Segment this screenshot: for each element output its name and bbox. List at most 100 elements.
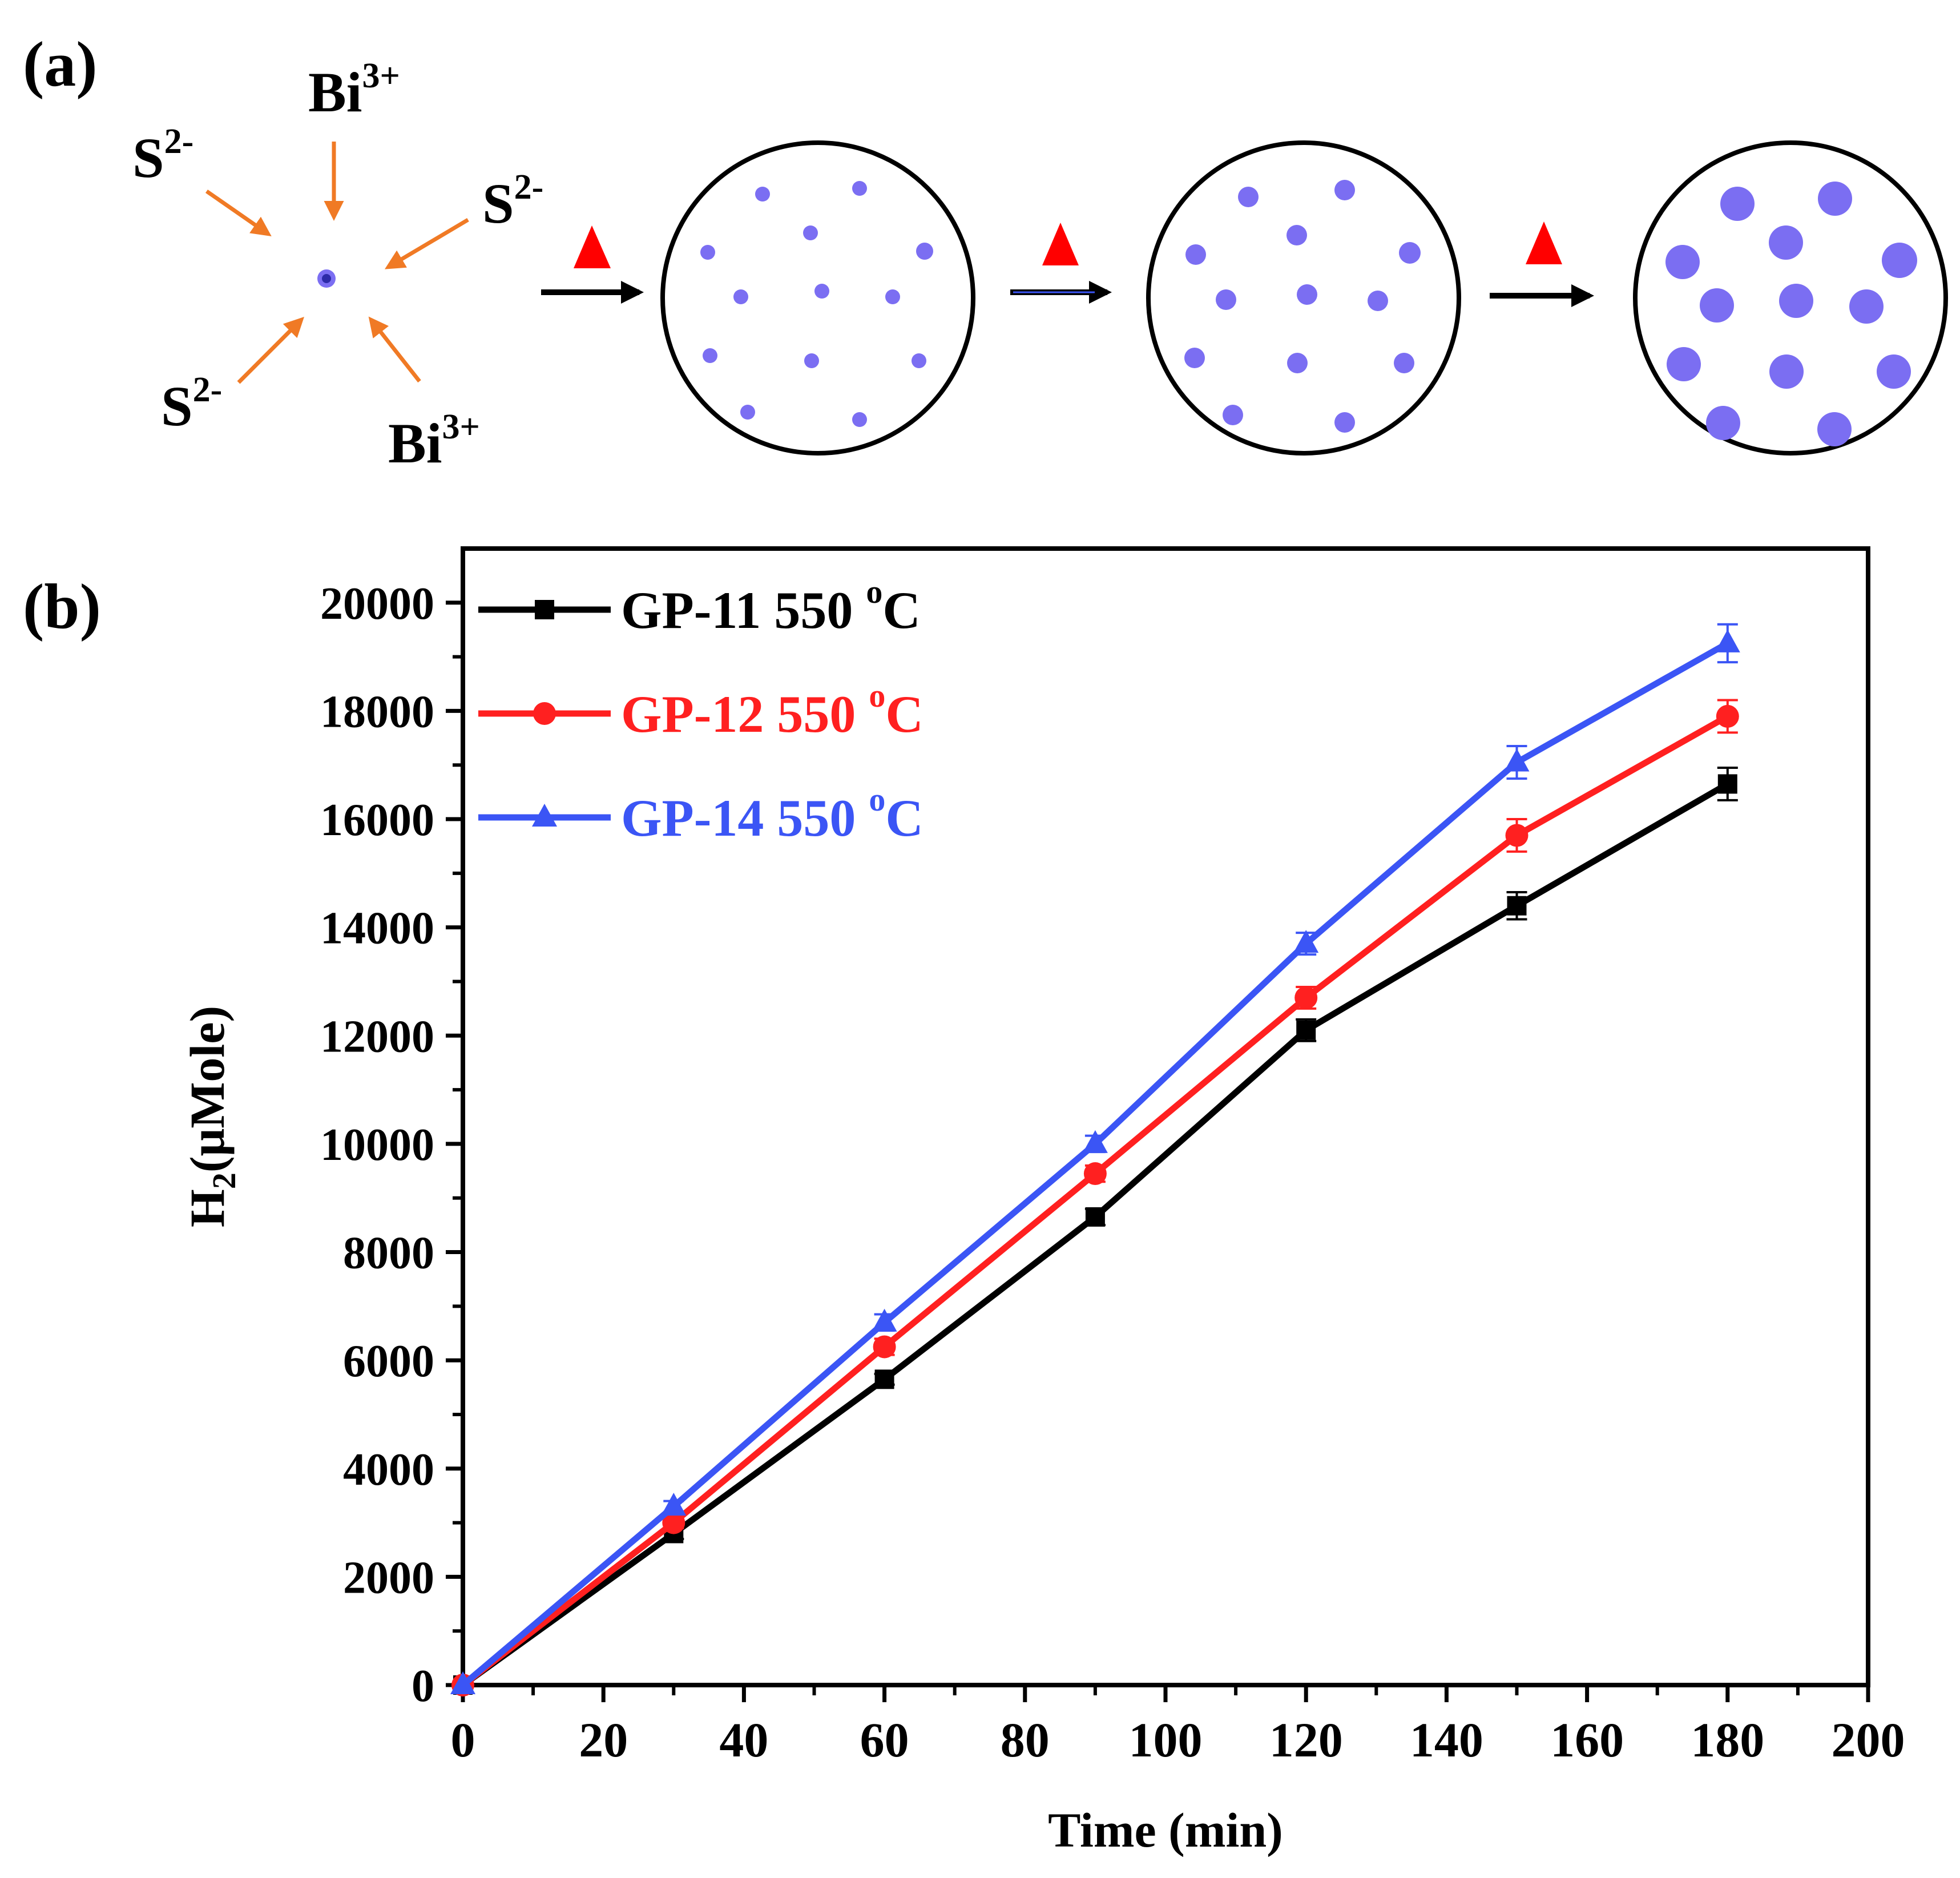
series-gp-14 — [450, 623, 1740, 1694]
data-point — [1715, 629, 1740, 652]
arrow-from-s-right — [384, 217, 469, 269]
legend-label-name: GP-11 550 — [621, 581, 866, 639]
series-line — [461, 781, 1729, 1688]
y-tick-label: 6000 — [343, 1336, 434, 1387]
ion-s-topleft-charge: 2- — [164, 122, 194, 161]
chart: 0 20 40 60 80 100 120 140 160 180 200 0 2000 4000 600… — [180, 546, 1905, 1857]
nucleus-core — [322, 274, 331, 283]
particle — [916, 243, 933, 260]
particle — [1665, 245, 1700, 279]
particle — [885, 289, 900, 304]
y-tick-label: 10000 — [320, 1120, 434, 1170]
ion-s-right-base: S — [482, 172, 514, 235]
legend-item: GP-14 550 oC — [478, 781, 923, 847]
ion-bi-bottomright-base: Bi — [388, 412, 442, 475]
legend-label-name: GP-12 550 — [621, 685, 869, 743]
x-tick-label: 20 — [579, 1712, 628, 1767]
heat-icon — [1042, 223, 1079, 265]
series-line — [461, 714, 1729, 1688]
ion-bi-top-charge: 3+ — [362, 57, 400, 95]
x-tick-label: 60 — [860, 1712, 909, 1767]
y-tick-label: 16000 — [320, 795, 434, 845]
ion-s-right-charge: 2- — [514, 168, 544, 207]
data-point — [1507, 896, 1527, 916]
particle — [1334, 180, 1355, 200]
plot-frame — [461, 546, 1870, 1687]
data-point — [662, 1511, 685, 1534]
particle — [803, 225, 818, 240]
particles-small — [700, 181, 933, 427]
series-gp-11 — [453, 766, 1738, 1695]
legend-label: GP-11 550 oC — [621, 573, 921, 639]
data-point — [1293, 930, 1319, 953]
legend-background — [466, 552, 986, 803]
ion-label-s-topleft: S2- — [132, 122, 193, 190]
x-tick-label: 80 — [1001, 1712, 1050, 1767]
particle — [1779, 284, 1813, 318]
legend-label-unit: C — [882, 581, 920, 639]
x-tick-label: 120 — [1269, 1712, 1343, 1767]
particle — [852, 181, 867, 196]
particle — [700, 245, 715, 260]
y-tick-label: 4000 — [343, 1445, 434, 1495]
particle — [1877, 354, 1911, 389]
legend-label-degree: o — [869, 677, 885, 714]
particle — [814, 284, 829, 299]
growth-stage-boundary — [660, 140, 975, 456]
legend-label-unit: C — [885, 789, 923, 847]
particle — [912, 353, 926, 368]
legend-label-unit: C — [885, 685, 923, 743]
legend-marker — [535, 600, 554, 619]
heat-icon — [574, 225, 611, 268]
particle — [1334, 412, 1355, 433]
step-2 — [1010, 223, 1112, 304]
particle — [1849, 289, 1884, 324]
ion-label-bi-bottomright: Bi3+ — [388, 408, 480, 475]
particle — [1769, 225, 1803, 260]
particle — [1238, 187, 1259, 207]
particle — [1184, 348, 1205, 368]
particle — [1286, 225, 1307, 245]
x-tick-label: 200 — [1832, 1712, 1905, 1767]
legend-label-degree: o — [866, 573, 882, 610]
arrow-from-s-topleft — [205, 190, 272, 236]
data-point — [874, 1369, 894, 1389]
particle — [852, 412, 867, 427]
particle — [1720, 187, 1755, 221]
particles-large — [1665, 182, 1917, 446]
legend-marker — [532, 804, 557, 827]
particle — [1818, 182, 1852, 216]
ion-s-bottomleft-base: S — [161, 374, 193, 438]
y-axis-label-main: H — [180, 1189, 235, 1227]
particle — [733, 289, 748, 304]
data-point — [1296, 1020, 1316, 1040]
data-point — [1504, 748, 1530, 772]
legend-label-name: GP-14 550 — [621, 789, 869, 847]
particle — [1185, 244, 1206, 265]
series-gp-12 — [451, 699, 1739, 1696]
arrow-from-s-bottomleft — [237, 317, 304, 384]
particle — [703, 348, 717, 363]
particle — [1399, 242, 1421, 264]
x-tick-labels: 0 20 40 60 80 100 120 140 160 180 200 — [451, 1712, 1905, 1767]
ion-bi-top-base: Bi — [308, 61, 362, 124]
data-point — [872, 1308, 897, 1332]
data-point — [661, 1493, 687, 1516]
particle — [1216, 289, 1236, 310]
panel-b-label: (b) — [23, 571, 101, 642]
particle — [1706, 406, 1740, 440]
particle — [1287, 353, 1308, 373]
legend-item: GP-12 550 oC — [478, 677, 923, 743]
y-tick-label: 0 — [412, 1661, 434, 1711]
particle — [1882, 243, 1917, 278]
particles-medium — [1184, 180, 1421, 433]
legend-label: GP-14 550 oC — [621, 781, 923, 847]
data-point — [1083, 1162, 1107, 1186]
x-tick-label: 100 — [1129, 1712, 1203, 1767]
ion-label-s-bottomleft: S2- — [161, 370, 222, 438]
y-tick-labels: 0 2000 4000 6000 8000 10000 12000 14000 16000 180… — [320, 579, 434, 1711]
step-3 — [1490, 221, 1594, 307]
data-point — [1716, 704, 1739, 728]
